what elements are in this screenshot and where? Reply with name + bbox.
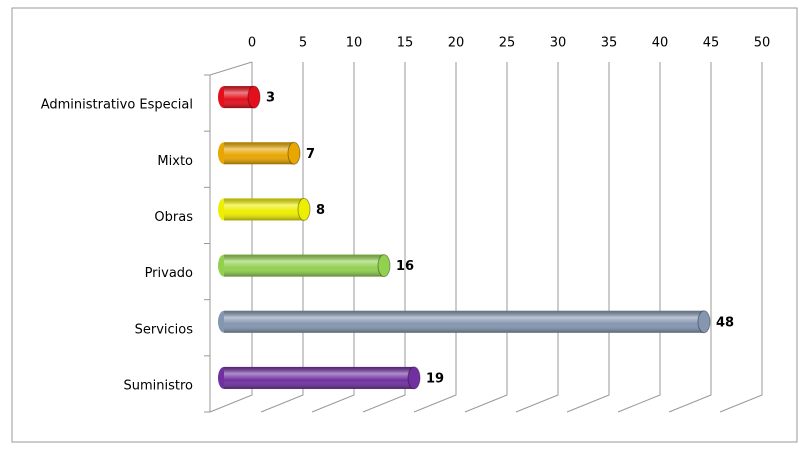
bar-end-cap: [297, 197, 311, 221]
x-tick-label: 25: [499, 36, 516, 51]
y-tick-label: Obras: [154, 210, 193, 225]
bar-shading: [224, 310, 704, 333]
grid-line: [209, 62, 253, 413]
bar-end-cap: [247, 85, 261, 109]
value-label: 8: [316, 203, 325, 218]
x-tick-label: 50: [754, 36, 771, 51]
x-tick-label: 0: [248, 36, 256, 51]
bar-end-cap: [697, 310, 711, 334]
x-tick-label: 20: [448, 36, 465, 51]
y-tick-label: Administrativo Especial: [41, 98, 193, 113]
bar-end-cap: [287, 141, 301, 165]
grid-line: [515, 62, 559, 413]
bar-end-cap: [407, 366, 421, 390]
x-tick-label: 10: [346, 36, 363, 51]
grid-line: [566, 62, 610, 413]
bar-shading: [224, 198, 304, 221]
bar-shading: [224, 86, 254, 109]
value-label: 19: [426, 371, 444, 386]
x-tick-label: 5: [299, 36, 307, 51]
y-tick-label: Mixto: [157, 154, 193, 169]
x-tick-label: 35: [601, 36, 618, 51]
x-tick-label: 30: [550, 36, 567, 51]
bar-shading: [224, 366, 414, 389]
bar-shading: [224, 254, 384, 277]
x-tick-label: 15: [397, 36, 414, 51]
grid-line: [719, 62, 763, 413]
grid-line: [413, 62, 457, 413]
y-tick-label: Suministro: [123, 378, 193, 393]
grid-line: [260, 62, 304, 413]
y-tick-label: Servicios: [135, 322, 194, 337]
x-tick-label: 40: [652, 36, 669, 51]
bar-end-cap: [377, 254, 391, 278]
value-label: 16: [396, 259, 414, 274]
value-label: 3: [266, 91, 275, 106]
grid-line: [362, 62, 406, 413]
value-label: 48: [716, 315, 734, 330]
y-tick-label: Privado: [145, 266, 193, 281]
bar-shading: [224, 142, 294, 165]
x-tick-label: 45: [703, 36, 720, 51]
value-label: 7: [306, 147, 315, 162]
grid-line: [311, 62, 355, 413]
grid-line: [668, 62, 712, 413]
grid-line: [464, 62, 508, 413]
grid-line: [617, 62, 661, 413]
